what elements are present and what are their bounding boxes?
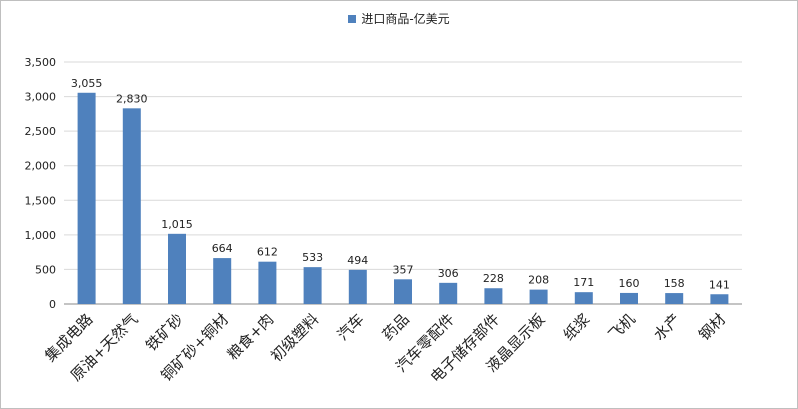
y-tick-label: 3,000 — [25, 91, 57, 104]
bar — [77, 92, 96, 304]
y-tick-label: 3,500 — [25, 56, 57, 69]
bar — [574, 292, 593, 304]
bar — [258, 261, 277, 304]
bar — [710, 294, 729, 304]
legend-swatch — [348, 14, 357, 23]
data-label: 171 — [573, 276, 594, 289]
bar — [348, 269, 367, 304]
data-label: 160 — [619, 277, 640, 290]
x-tick-label: 水产 — [650, 310, 684, 344]
data-label: 228 — [483, 272, 504, 285]
bar — [529, 289, 548, 304]
bar — [122, 108, 141, 304]
bar — [484, 288, 503, 304]
legend-label: 进口商品-亿美元 — [361, 12, 450, 26]
data-label: 2,830 — [116, 92, 148, 105]
y-tick-label: 0 — [49, 298, 56, 311]
y-tick-label: 1,000 — [25, 229, 57, 242]
y-tick-label: 2,500 — [25, 125, 57, 138]
bar — [394, 279, 412, 304]
y-tick-label: 500 — [35, 263, 56, 276]
data-label: 612 — [257, 246, 278, 259]
bar — [665, 293, 684, 304]
data-label: 533 — [302, 251, 323, 264]
x-tick-label: 药品 — [379, 310, 413, 344]
data-label: 158 — [664, 277, 685, 290]
bar — [620, 292, 638, 304]
x-tick-label: 飞机 — [605, 310, 639, 344]
bar — [168, 233, 186, 304]
bar — [439, 282, 458, 304]
y-tick-label: 1,500 — [25, 194, 57, 207]
data-label: 1,015 — [161, 218, 193, 231]
legend: 进口商品-亿美元 — [0, 10, 798, 27]
x-tick-label: 纸浆 — [560, 310, 594, 344]
x-tick-label: 钢材 — [695, 310, 729, 344]
bar — [303, 267, 322, 304]
bar — [213, 258, 232, 304]
data-label: 141 — [709, 278, 730, 291]
x-tick-label: 汽车 — [334, 310, 368, 344]
data-label: 306 — [438, 267, 459, 280]
data-label: 208 — [528, 274, 549, 287]
data-label: 357 — [393, 263, 414, 276]
x-tick-label: 初级塑料 — [267, 310, 322, 365]
y-tick-label: 2,000 — [25, 160, 57, 173]
data-label: 3,055 — [71, 77, 103, 90]
data-label: 494 — [347, 254, 368, 267]
data-label: 664 — [212, 242, 233, 255]
